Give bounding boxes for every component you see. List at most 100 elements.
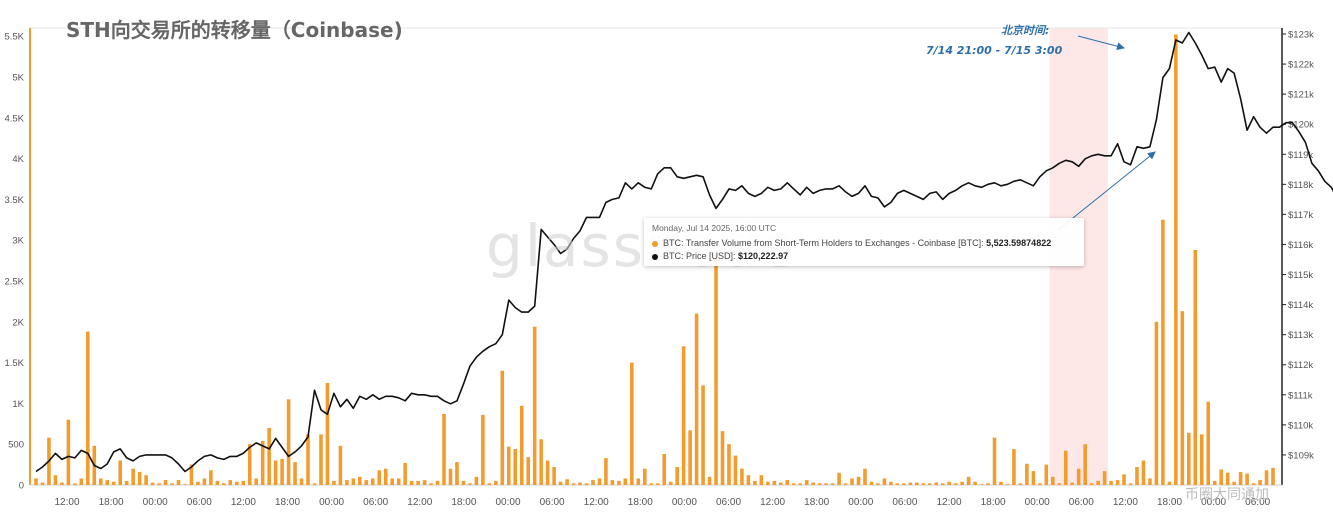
orange-dot-icon [652,240,658,247]
bar [481,414,485,485]
bar [591,480,595,485]
bar [202,478,207,485]
bar [461,480,466,485]
bar [552,467,556,485]
x-tick-label: 18:00 [804,497,829,508]
bar [876,483,880,485]
bar [351,478,356,485]
bar [1187,432,1191,485]
bar [1018,483,1023,485]
bar [882,478,887,485]
x-tick-label: 06:00 [540,497,565,508]
bar [1251,483,1256,485]
bar [1115,480,1120,485]
bar [921,483,926,485]
bar [727,444,731,485]
bar [915,482,919,485]
price-line [35,31,1333,473]
bar [519,405,524,485]
left-tick-label: 5K [12,72,24,83]
x-tick-label: 18:00 [1157,497,1182,508]
bar [111,481,116,485]
right-tick-label: $112k [1288,360,1313,371]
bar [124,480,129,485]
bar [189,464,194,485]
left-tick-label: 4.5K [4,113,24,124]
x-tick-label: 00:00 [143,497,168,508]
bar [332,480,336,485]
tooltip-row-price: BTC: Price [USD]: $120,222.97 [652,250,1076,263]
bar [934,482,939,485]
bar [403,462,407,485]
bar [1044,464,1049,485]
bar [370,478,375,485]
bar [759,475,764,485]
bar [571,483,576,485]
bar [986,483,990,485]
bar [850,478,854,485]
bar [1154,321,1159,485]
arrow-to-peak [1077,35,1125,51]
bar [1012,449,1016,485]
x-tick-label: 06:00 [187,497,212,508]
bar [1225,472,1230,485]
bar [837,472,841,485]
bar [306,434,310,485]
bar [1174,34,1178,486]
right-tick-label: $117k [1288,210,1313,221]
bar [293,462,297,485]
bar [1206,401,1211,485]
bar [1089,483,1094,485]
bar [1102,471,1107,485]
bar [494,480,498,485]
bar [1148,478,1152,485]
bar [714,254,718,485]
bar [539,439,543,485]
bar [1238,471,1243,485]
bar [565,479,569,485]
bar [927,483,932,485]
bar [1051,476,1055,485]
bar [1031,471,1036,485]
bar [319,434,323,485]
tooltip-transfer-value: 5,523.59874822 [986,238,1052,248]
bar [526,457,530,485]
right-tick-label: $114k [1288,300,1313,311]
bar [286,399,291,485]
bar [681,346,686,485]
bar [325,382,330,485]
tooltip-date: Monday, Jul 14 2025, 16:00 UTC [652,223,777,233]
bar [241,480,246,485]
bar [753,480,757,485]
bar [137,471,142,485]
bar [597,478,602,485]
left-tick-label: 1K [12,399,24,410]
bar [105,480,110,485]
right-tick-label: $116k [1288,240,1313,251]
bar [623,478,628,485]
x-tick-label: 00:00 [319,497,344,508]
bar [1271,467,1275,485]
bar [895,483,900,485]
bar [474,476,479,485]
bar [312,483,317,485]
right-tick-label: $121k [1288,90,1314,101]
bar [869,481,874,485]
bar [578,482,582,485]
bar [707,476,712,485]
bar [610,480,615,485]
bar [966,476,971,485]
bar [280,458,284,485]
right-tick-label: $119k [1288,150,1313,161]
bar [643,468,647,485]
bar [655,483,660,485]
tooltip-row-transfer: BTC: Transfer Volume from Short-Term Hol… [652,237,1076,250]
bar [1264,470,1269,485]
bar [779,482,783,485]
bar [1063,450,1068,485]
right-tick-label: $115k [1288,270,1313,281]
arrow-to-tooltip [1057,151,1156,231]
bar [34,478,38,485]
bar [649,483,654,485]
